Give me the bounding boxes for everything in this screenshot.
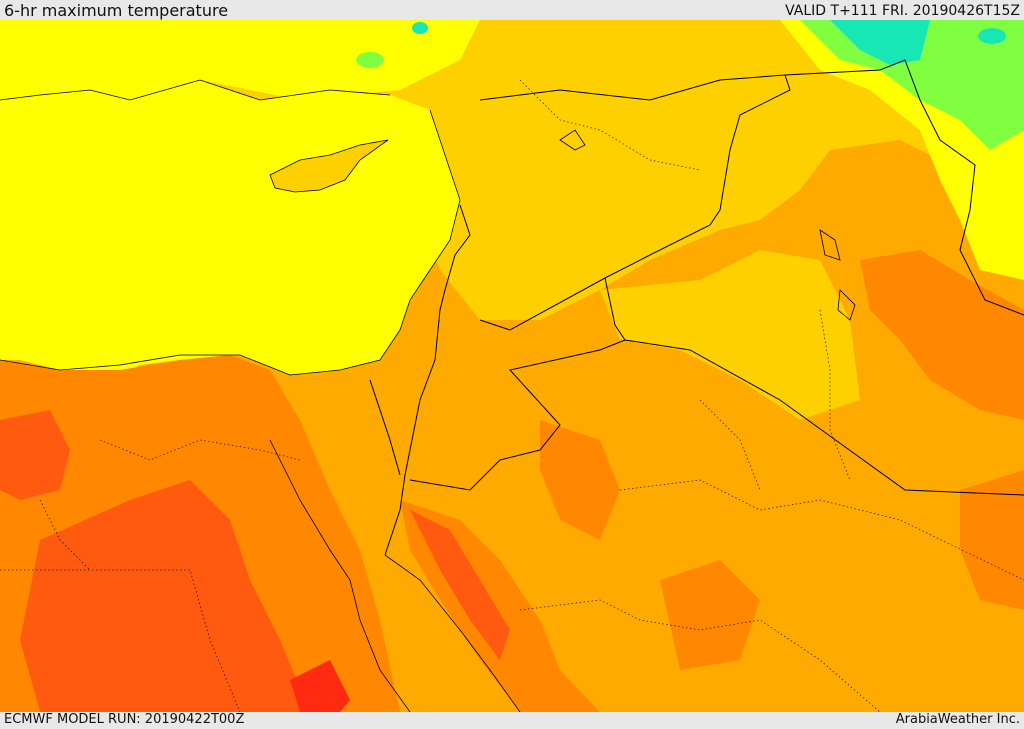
saudi-west-very-hot-zone <box>410 510 510 660</box>
iraq-east-hot-zone <box>860 250 1024 420</box>
valid-time-label: VALID T+111 FRI. 20190426T15Z <box>785 3 1020 19</box>
central-saudi-hot-zone <box>540 420 760 670</box>
north-green-spot-2 <box>356 52 384 68</box>
coastlines <box>0 79 856 712</box>
southeast-hot-zone <box>960 470 1024 610</box>
model-run-label: ECMWF MODEL RUN: 20190422T00Z <box>4 712 245 727</box>
brand-label: ArabiaWeather Inc. <box>895 712 1020 727</box>
north-yellow-zone <box>0 20 480 110</box>
egypt-extreme-zone <box>290 660 350 712</box>
map-title: 6-hr maximum temperature <box>4 1 229 20</box>
header-bar: 6-hr maximum temperature VALID T+111 FRI… <box>0 0 1024 20</box>
northeast-cyan-zone <box>830 20 930 65</box>
north-warm-light-zone <box>0 20 1024 320</box>
central-warm-light-zone <box>600 250 860 420</box>
northeast-green-zone <box>800 20 1024 150</box>
cyprus-island <box>269 139 389 193</box>
north-green-spot <box>412 22 428 34</box>
mediterranean-sea <box>0 80 460 385</box>
country-borders <box>369 59 1024 556</box>
egypt-very-hot-zone <box>0 410 310 712</box>
east-cyan-spot <box>978 28 1006 44</box>
footer-bar: ECMWF MODEL RUN: 20190422T00Z ArabiaWeat… <box>0 712 1024 729</box>
temperature-map <box>0 20 1024 712</box>
province-boundaries <box>0 79 1024 712</box>
